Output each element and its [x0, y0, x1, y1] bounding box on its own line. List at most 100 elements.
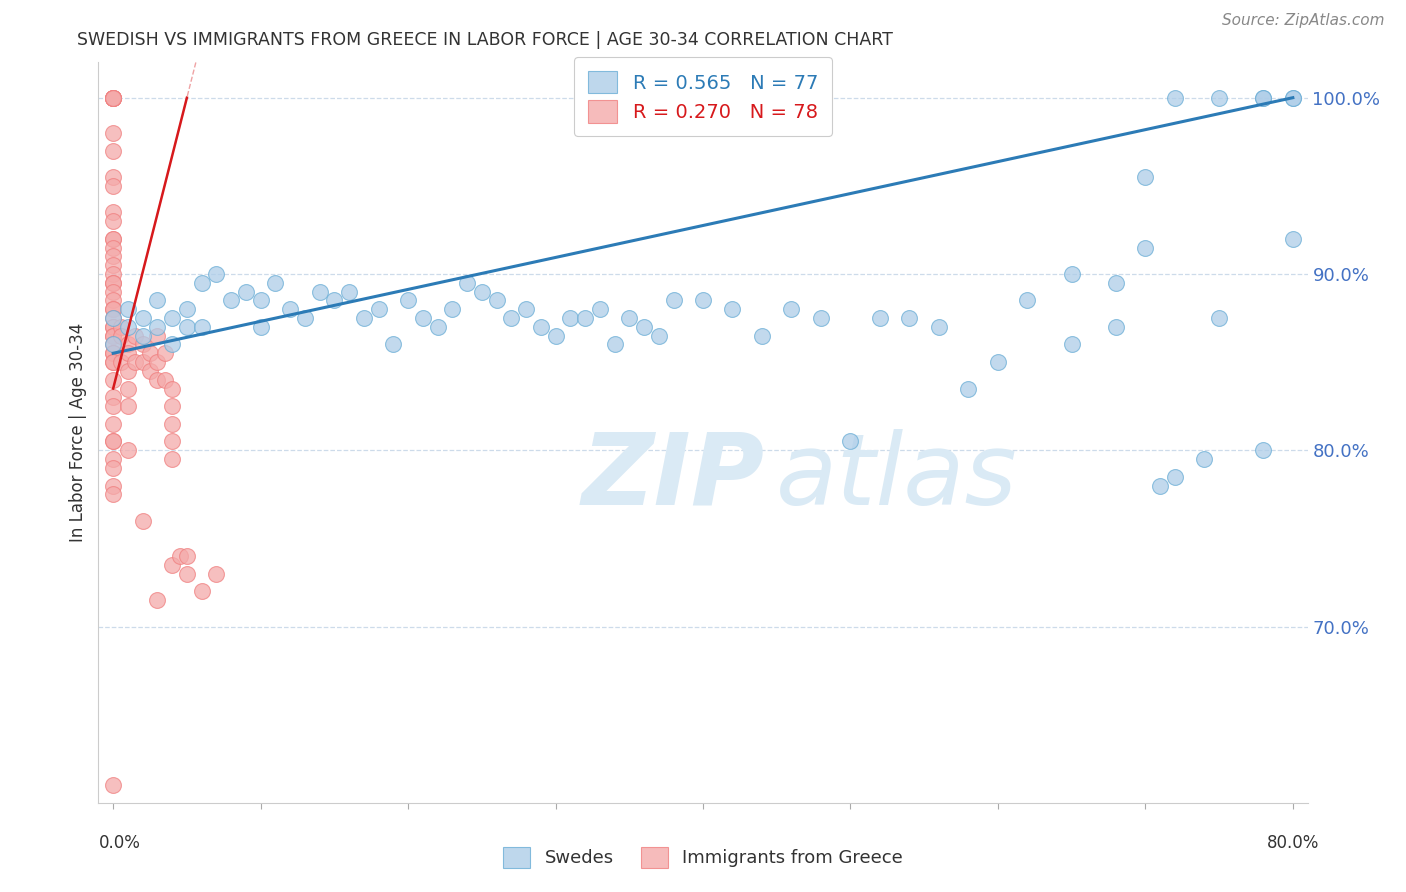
Point — [101, 373, 124, 387]
Point — [101, 487, 124, 501]
Point — [101, 434, 124, 449]
Point — [249, 293, 271, 308]
Point — [441, 302, 464, 317]
Point — [544, 328, 567, 343]
Point — [190, 319, 212, 334]
Point — [1135, 169, 1157, 184]
Point — [987, 355, 1010, 369]
Point — [205, 267, 228, 281]
Point — [101, 276, 124, 290]
Text: SWEDISH VS IMMIGRANTS FROM GREECE IN LABOR FORCE | AGE 30-34 CORRELATION CHART: SWEDISH VS IMMIGRANTS FROM GREECE IN LAB… — [77, 31, 893, 49]
Point — [101, 91, 124, 105]
Point — [928, 319, 950, 334]
Point — [278, 302, 301, 317]
Point — [101, 293, 124, 308]
Point — [367, 302, 389, 317]
Point — [110, 328, 132, 343]
Point — [485, 293, 508, 308]
Point — [124, 328, 146, 343]
Point — [501, 311, 523, 326]
Point — [692, 293, 714, 308]
Text: 0.0%: 0.0% — [98, 834, 141, 852]
Point — [117, 382, 139, 396]
Point — [101, 302, 124, 317]
Point — [146, 373, 169, 387]
Point — [1208, 91, 1230, 105]
Point — [101, 478, 124, 492]
Point — [101, 461, 124, 475]
Point — [308, 285, 330, 299]
Point — [101, 337, 124, 351]
Point — [323, 293, 346, 308]
Point — [160, 399, 183, 413]
Point — [101, 390, 124, 404]
Point — [190, 276, 212, 290]
Point — [110, 319, 132, 334]
Point — [1194, 452, 1216, 467]
Point — [294, 311, 316, 326]
Point — [101, 91, 124, 105]
Point — [101, 355, 124, 369]
Point — [160, 417, 183, 431]
Point — [898, 311, 921, 326]
Point — [1164, 469, 1187, 483]
Point — [560, 311, 582, 326]
Point — [117, 399, 139, 413]
Point — [101, 778, 124, 792]
Point — [101, 91, 124, 105]
Point — [131, 311, 153, 326]
Legend: Swedes, Immigrants from Greece: Swedes, Immigrants from Greece — [492, 836, 914, 879]
Point — [382, 337, 405, 351]
Point — [101, 319, 124, 334]
Point — [264, 276, 287, 290]
Point — [101, 417, 124, 431]
Point — [101, 346, 124, 360]
Point — [1253, 91, 1275, 105]
Point — [146, 328, 169, 343]
Point — [648, 328, 671, 343]
Point — [619, 311, 641, 326]
Point — [101, 355, 124, 369]
Point — [160, 434, 183, 449]
Point — [124, 355, 146, 369]
Point — [1060, 337, 1083, 351]
Point — [1105, 319, 1128, 334]
Point — [176, 302, 198, 317]
Point — [131, 514, 153, 528]
Point — [101, 311, 124, 326]
Point — [101, 319, 124, 334]
Point — [160, 382, 183, 396]
Point — [101, 337, 124, 351]
Point — [1149, 478, 1171, 492]
Point — [1208, 311, 1230, 326]
Point — [1164, 91, 1187, 105]
Point — [153, 373, 176, 387]
Point — [131, 337, 153, 351]
Point — [101, 452, 124, 467]
Point — [101, 232, 124, 246]
Point — [101, 214, 124, 228]
Point — [219, 293, 242, 308]
Point — [396, 293, 419, 308]
Point — [869, 311, 891, 326]
Point — [153, 346, 176, 360]
Point — [101, 178, 124, 193]
Point — [176, 319, 198, 334]
Point — [101, 91, 124, 105]
Point — [160, 558, 183, 572]
Point — [957, 382, 980, 396]
Point — [205, 566, 228, 581]
Point — [117, 337, 139, 351]
Point — [337, 285, 360, 299]
Point — [101, 240, 124, 254]
Point — [353, 311, 375, 326]
Point — [1105, 276, 1128, 290]
Point — [117, 443, 139, 458]
Point — [169, 549, 191, 563]
Point — [139, 346, 162, 360]
Point — [456, 276, 478, 290]
Point — [101, 267, 124, 281]
Point — [101, 346, 124, 360]
Point — [1282, 91, 1305, 105]
Point — [160, 337, 183, 351]
